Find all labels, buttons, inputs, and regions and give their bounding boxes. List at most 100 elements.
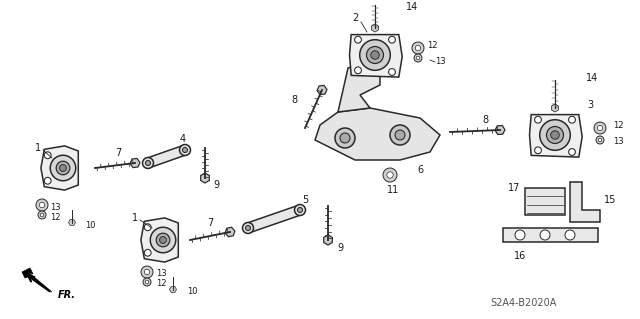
Circle shape [56,161,70,175]
Polygon shape [495,126,505,134]
Circle shape [568,116,575,123]
Text: 13: 13 [50,203,60,211]
Polygon shape [324,235,332,245]
Polygon shape [315,108,440,160]
Text: S2A4-B2020A: S2A4-B2020A [490,298,556,308]
Circle shape [145,280,149,284]
Circle shape [598,138,602,142]
Text: FR.: FR. [58,290,76,300]
Circle shape [60,165,67,171]
Circle shape [298,207,303,212]
Text: 13: 13 [435,57,445,66]
Polygon shape [68,219,76,226]
Circle shape [44,177,51,184]
Text: 12: 12 [612,121,623,130]
Polygon shape [225,227,235,237]
Circle shape [415,45,420,51]
Circle shape [383,168,397,182]
Circle shape [388,36,396,43]
Circle shape [540,230,550,240]
Circle shape [144,269,150,275]
Text: 15: 15 [604,195,616,205]
Circle shape [568,149,575,155]
Circle shape [39,202,45,208]
Circle shape [355,67,362,74]
Polygon shape [317,85,327,94]
Text: 8: 8 [482,115,488,125]
Circle shape [367,47,383,63]
Polygon shape [22,268,52,292]
Circle shape [565,230,575,240]
Text: 11: 11 [387,185,399,195]
Circle shape [141,266,153,278]
Circle shape [145,160,150,166]
Polygon shape [338,62,380,112]
Circle shape [156,233,170,247]
Polygon shape [349,34,402,77]
Text: 10: 10 [84,220,95,229]
Circle shape [243,222,253,234]
Circle shape [51,155,76,181]
Polygon shape [147,145,187,168]
Polygon shape [503,228,598,242]
Polygon shape [246,205,301,233]
Circle shape [143,278,151,286]
Circle shape [40,213,44,217]
Text: 14: 14 [586,73,598,83]
Circle shape [540,120,570,150]
Text: 7: 7 [207,218,213,228]
Circle shape [340,133,350,143]
Text: 5: 5 [302,195,308,205]
Text: 7: 7 [115,148,121,158]
Circle shape [150,227,176,253]
Circle shape [412,42,424,54]
Text: 1: 1 [132,213,138,223]
Text: 12: 12 [156,279,166,288]
Polygon shape [529,115,582,157]
Circle shape [594,122,606,134]
Text: 1: 1 [35,143,41,153]
Circle shape [388,69,396,75]
Circle shape [534,116,541,123]
Circle shape [44,152,51,159]
Circle shape [597,125,603,131]
Circle shape [159,237,166,243]
Text: 12: 12 [50,212,60,221]
Polygon shape [372,24,378,32]
Circle shape [414,54,422,62]
Text: 16: 16 [514,251,526,261]
Circle shape [551,131,559,139]
Circle shape [387,172,393,178]
Text: 8: 8 [291,95,297,105]
Text: 13: 13 [612,137,623,146]
Text: 9: 9 [337,243,343,253]
Circle shape [179,145,191,155]
Circle shape [144,224,151,231]
Polygon shape [41,146,78,190]
Polygon shape [525,188,565,215]
Circle shape [335,128,355,148]
Circle shape [395,130,405,140]
Polygon shape [130,159,140,167]
Text: 2: 2 [352,13,358,23]
Circle shape [596,136,604,144]
Polygon shape [570,182,600,222]
Text: 4: 4 [180,134,186,144]
Circle shape [534,147,541,154]
Circle shape [515,230,525,240]
Text: 3: 3 [587,100,593,110]
Circle shape [38,211,46,219]
Circle shape [355,36,362,43]
Text: 13: 13 [156,270,166,278]
Text: 14: 14 [406,2,418,12]
Circle shape [371,51,380,59]
Circle shape [547,127,563,144]
Text: 17: 17 [508,183,520,193]
Circle shape [246,226,250,231]
Polygon shape [552,104,559,112]
Circle shape [36,199,48,211]
Text: 9: 9 [213,180,219,190]
Polygon shape [170,286,177,293]
Circle shape [294,204,305,216]
Text: 12: 12 [427,41,437,49]
